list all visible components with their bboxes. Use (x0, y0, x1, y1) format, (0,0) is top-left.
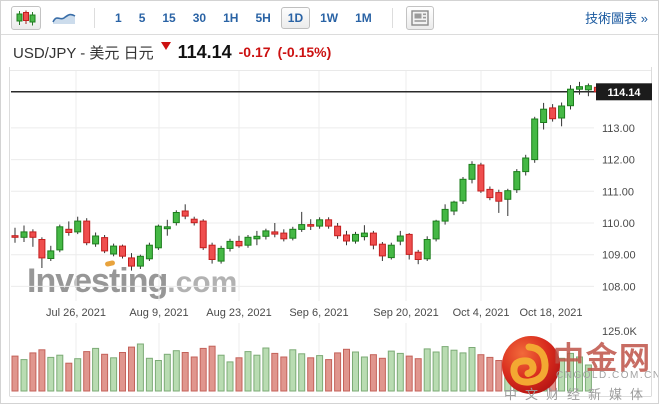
candlestick-chart[interactable]: 113.00 112.00 111.00 110.00 109.00 108.00 Jul … (1, 65, 659, 404)
svg-text:110.00: 110.00 (602, 218, 635, 230)
news-panel-icon (411, 9, 429, 26)
candlestick-icon (16, 10, 36, 25)
timeframe-1d-button[interactable]: 1D (280, 6, 311, 29)
timeframe-30-button[interactable]: 30 (186, 7, 213, 29)
svg-text:111.00: 111.00 (602, 186, 634, 198)
investing-watermark-suffix: .com (167, 266, 238, 299)
price-down-arrow-icon (160, 41, 171, 55)
technical-chart-link[interactable]: 技術圖表 » (585, 11, 648, 26)
volume-bars (11, 343, 592, 392)
timeframe-group: 1 5 15 30 1H 5H 1D 1W 1M (108, 6, 379, 29)
cngold-logo-icon (502, 336, 560, 394)
instrument-title: USD/JPY - 美元 日元 (13, 44, 154, 62)
news-panel-button[interactable] (405, 5, 434, 30)
svg-text:109.00: 109.00 (602, 250, 636, 262)
timeframe-1h-button[interactable]: 1H (216, 7, 245, 29)
svg-text:Sep 6, 2021: Sep 6, 2021 (289, 307, 348, 319)
timeframe-1-button[interactable]: 1 (108, 7, 129, 29)
svg-text:Sep 20, 2021: Sep 20, 2021 (373, 307, 438, 319)
investing-watermark: Investing.com (27, 260, 238, 301)
svg-text:Oct 4, 2021: Oct 4, 2021 (453, 307, 510, 319)
svg-text:112.00: 112.00 (602, 155, 635, 167)
cngold-tagline: 中文财经新媒体 (504, 387, 652, 402)
toolbar: 1 5 15 30 1H 5H 1D 1W 1M 技術圖表 » (1, 1, 658, 35)
price-change: -0.17 (238, 44, 271, 60)
toolbar-divider (94, 7, 95, 28)
last-price: 114.14 (177, 41, 232, 62)
line-chart-icon (52, 13, 76, 24)
cngold-domain: CNGOLD.COM.CN (556, 370, 659, 381)
svg-text:108.00: 108.00 (602, 281, 636, 293)
timeframe-5-button[interactable]: 5 (132, 7, 153, 29)
timeframe-15-button[interactable]: 15 (155, 7, 182, 29)
svg-text:Jul 26, 2021: Jul 26, 2021 (46, 307, 106, 319)
last-price-badge (596, 83, 652, 101)
toolbar-divider (391, 7, 393, 28)
candles (11, 81, 601, 271)
svg-text:125.0K: 125.0K (602, 326, 638, 338)
investing-watermark-main: Investing (27, 262, 168, 300)
cngold-name: 中金网 (553, 341, 652, 376)
candlestick-chart-button[interactable] (11, 5, 41, 30)
timeframe-1m-button[interactable]: 1M (348, 7, 379, 29)
timeframe-5h-button[interactable]: 5H (248, 7, 277, 29)
svg-text:Aug 23, 2021: Aug 23, 2021 (206, 307, 271, 319)
svg-text:113.00: 113.00 (602, 123, 635, 135)
price-change-percent: (-0.15%) (277, 44, 332, 60)
line-chart-button[interactable] (47, 6, 81, 30)
timeframe-1w-button[interactable]: 1W (313, 7, 345, 29)
cngold-watermark: 中金网 CNGOLD.COM.CN 中文财经新媒体 (501, 333, 658, 403)
instrument-header: USD/JPY - 美元 日元 114.14 -0.17 (-0.15%) (1, 35, 658, 67)
svg-text:114.14: 114.14 (607, 87, 641, 99)
svg-text:Aug 9, 2021: Aug 9, 2021 (129, 307, 188, 319)
svg-text:Oct 18, 2021: Oct 18, 2021 (520, 307, 583, 319)
